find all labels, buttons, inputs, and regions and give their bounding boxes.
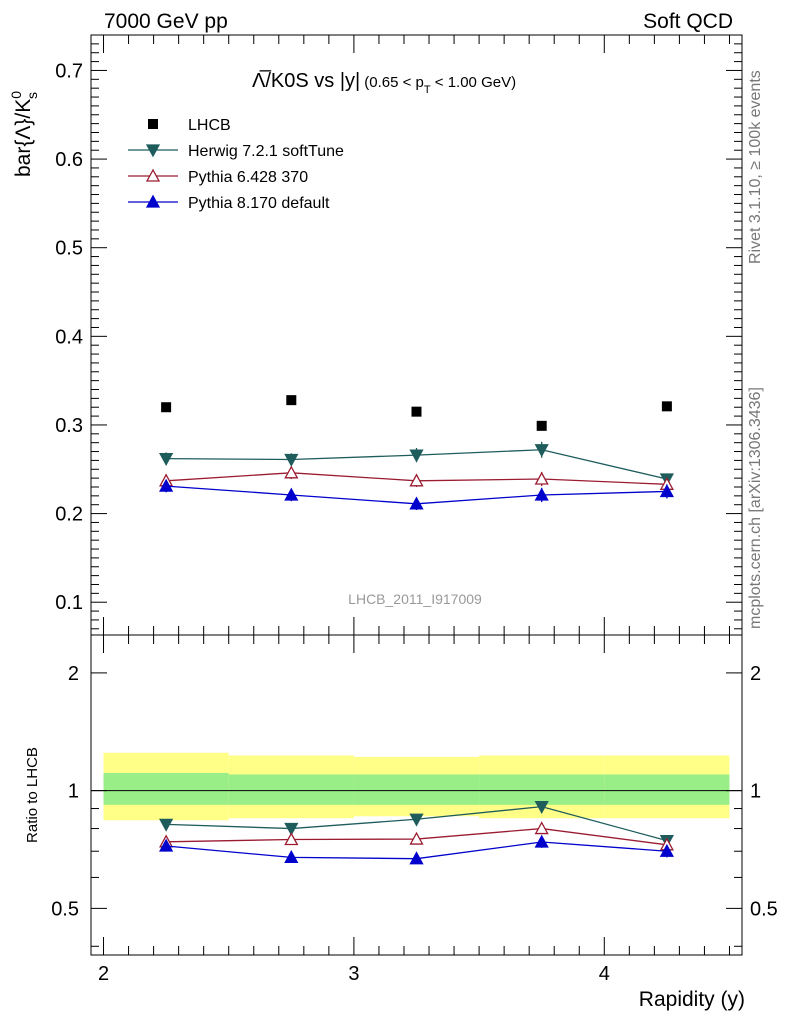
legend-entry: LHCB (148, 117, 231, 134)
ratio-y-tick-label: 2 (68, 663, 79, 685)
legend-label: LHCB (188, 117, 231, 134)
legend: LHCB Herwig 7.2.1 softTune Pythia 6.428 37… (128, 117, 344, 212)
y-tick-label-main: 0.3 (55, 415, 83, 437)
data-point (659, 484, 674, 498)
legend-label: Pythia 8.170 default (188, 195, 330, 212)
legend-label: Pythia 6.428 370 (188, 169, 308, 186)
ratio-point (409, 851, 424, 865)
header-energy-label: 7000 GeV pp (104, 10, 228, 33)
ratio-plot-frame (90, 634, 743, 956)
ratio-point (534, 801, 549, 815)
ratio-uncertainty-band (103, 752, 730, 821)
data-point (284, 487, 299, 501)
data-point (534, 471, 549, 485)
ratio-point (534, 834, 549, 848)
data-point (284, 453, 299, 467)
ratio-point (659, 843, 674, 857)
rivet-version-label: Rivet 3.1.10, ≥ 100k events (747, 70, 764, 264)
ratio-point (284, 850, 299, 864)
ratio-y-tick-label-right: 2 (750, 663, 761, 685)
source-label: mcplots.cern.ch [arXiv:1306.3436] (747, 387, 764, 629)
ratio-point (284, 832, 299, 846)
y-tick-label-main: 0.1 (55, 592, 83, 614)
legend-label: Herwig 7.2.1 softTune (188, 143, 344, 160)
legend-marker (145, 144, 161, 158)
y-tick-label-main: 0.4 (55, 326, 83, 348)
data-point (536, 420, 547, 431)
data-point (661, 401, 672, 412)
x-tick-label: 4 (599, 963, 610, 985)
data-point (534, 487, 549, 501)
data-point (409, 473, 424, 487)
ratio-y-tick-label: 0.5 (51, 898, 79, 920)
band-inner (604, 774, 730, 805)
y-axis-label-ratio: Ratio to LHCB (24, 747, 41, 843)
band-inner (353, 774, 480, 805)
data-point (286, 395, 297, 406)
series-lhcb (161, 395, 672, 431)
chart-title: Λ̅/K0S vs |y| (0.65 < pT < 1.00 GeV) (252, 69, 516, 96)
data-point (534, 444, 549, 458)
ratio-point (159, 838, 174, 852)
y-tick-label-main: 0.2 (55, 504, 83, 526)
legend-entry: Herwig 7.2.1 softTune (128, 143, 344, 160)
y-axis-label-main: bar{Λ}/K0s (8, 91, 40, 177)
band-inner (228, 774, 354, 805)
series-layer (159, 395, 674, 865)
ratio-point (284, 822, 299, 836)
axis-ticks: 0.1 0.2 0.3 0.4 0.5 0.6 0.7 0.5 0.5 1 1 2 2 2 3 4 (51, 35, 778, 985)
series-herwig-7-2-1-softtune (159, 441, 674, 849)
legend-marker (145, 168, 161, 182)
data-point (409, 496, 424, 510)
legend-marker (145, 194, 161, 208)
series-pythia-8-170-default (159, 478, 674, 865)
data-point (159, 478, 174, 492)
x-tick-label: 2 (98, 963, 109, 985)
ratio-point (534, 821, 549, 835)
legend-marker (148, 119, 158, 129)
band-inner (103, 772, 229, 805)
header-category-label: Soft QCD (643, 10, 733, 33)
data-point (409, 449, 424, 463)
data-point (411, 406, 422, 417)
ratio-y-tick-label-right: 1 (750, 781, 761, 803)
data-point (161, 402, 172, 413)
x-axis-label: Rapidity (y) (639, 988, 745, 1011)
analysis-watermark: LHCB_2011_I917009 (348, 591, 482, 607)
ratio-point (159, 818, 174, 832)
legend-entry: Pythia 6.428 370 (128, 168, 308, 186)
ratio-y-tick-label: 1 (68, 781, 79, 803)
data-point (159, 452, 174, 466)
y-tick-label-main: 0.5 (55, 238, 83, 260)
band-inner (479, 774, 605, 805)
y-tick-label-main: 0.7 (55, 60, 83, 82)
data-point (284, 465, 299, 479)
ratio-y-tick-label-right: 0.5 (750, 898, 778, 920)
legend-entry: Pythia 8.170 default (128, 194, 330, 212)
plot-frames (90, 34, 743, 956)
x-tick-label: 3 (348, 963, 359, 985)
y-tick-label-main: 0.6 (55, 149, 83, 171)
ratio-point (409, 831, 424, 845)
ratio-point (409, 813, 424, 827)
